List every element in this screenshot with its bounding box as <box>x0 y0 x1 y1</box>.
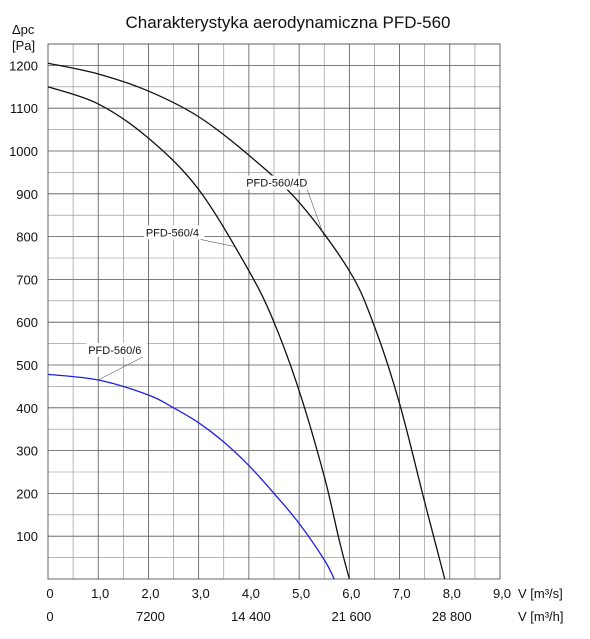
x-axis-label-m3h: V [m³/h] <box>518 609 564 624</box>
x-tick-label: 8,0 <box>443 586 461 601</box>
x2-tick-label: 21 600 <box>331 609 371 624</box>
y-tick-label: 900 <box>16 187 38 202</box>
series-curve <box>47 373 335 580</box>
x-tick-label: 4,0 <box>242 586 260 601</box>
series-labels: PFD-560/4D PFD-560/4 PFD-560/6 <box>86 175 325 381</box>
series-label-background <box>86 342 147 357</box>
x-axis-ticks-m3h: 0 7200 14 400 21 600 28 800 <box>46 609 471 624</box>
y-tick-label: 700 <box>16 272 38 287</box>
series-label-background <box>143 225 205 240</box>
y-tick-label: 300 <box>16 444 38 459</box>
curves <box>47 62 446 580</box>
series-label-leader <box>306 189 325 237</box>
y-tick-label: 500 <box>16 358 38 373</box>
y-axis-label-unit: [Pa] <box>12 38 35 53</box>
y-tick-label: 1000 <box>9 144 38 159</box>
chart-title: Charakterystyka aerodynamiczna PFD-560 <box>125 13 450 32</box>
series-label-leader <box>98 356 144 381</box>
y-tick-label: 600 <box>16 315 38 330</box>
x-tick-label: 7,0 <box>393 586 411 601</box>
grid <box>47 43 501 580</box>
series-curve <box>47 62 446 580</box>
x-tick-label: 9,0 <box>493 586 511 601</box>
series-label: PFD-560/4 <box>146 227 199 239</box>
series-label-leader <box>200 239 234 247</box>
x-tick-label: 2,0 <box>141 586 159 601</box>
series-curve <box>47 86 350 580</box>
series-label: PFD-560/4D <box>246 178 307 190</box>
y-axis-ticks: 100 200 300 400 500 600 700 800 900 1000 1100 1200 <box>9 58 38 544</box>
x-axis-label-m3s: V [m³/s] <box>518 586 563 601</box>
x-tick-label: 6,0 <box>342 586 360 601</box>
x2-tick-label: 0 <box>46 609 53 624</box>
x-tick-label: 1,0 <box>91 586 109 601</box>
y-axis-label-symbol: Δpc <box>12 22 35 37</box>
y-tick-label: 1100 <box>10 101 38 116</box>
plot-frame <box>47 43 501 580</box>
x2-tick-label: 28 800 <box>432 609 472 624</box>
y-tick-label: 100 <box>16 529 38 544</box>
y-tick-label: 800 <box>16 230 38 245</box>
x2-tick-label: 7200 <box>136 609 165 624</box>
x-tick-label: 0 <box>46 586 53 601</box>
y-tick-label: 200 <box>16 486 38 501</box>
y-tick-label: 1200 <box>9 58 38 73</box>
x2-tick-label: 14 400 <box>231 609 271 624</box>
x-axis-ticks-m3s: 0 1,0 2,0 3,0 4,0 5,0 6,0 7,0 8,0 9,0 <box>46 586 511 601</box>
x-tick-label: 3,0 <box>192 586 210 601</box>
y-tick-label: 400 <box>16 401 38 416</box>
x-tick-label: 5,0 <box>292 586 310 601</box>
series-label: PFD-560/6 <box>88 345 141 357</box>
series-label-background <box>244 175 312 190</box>
